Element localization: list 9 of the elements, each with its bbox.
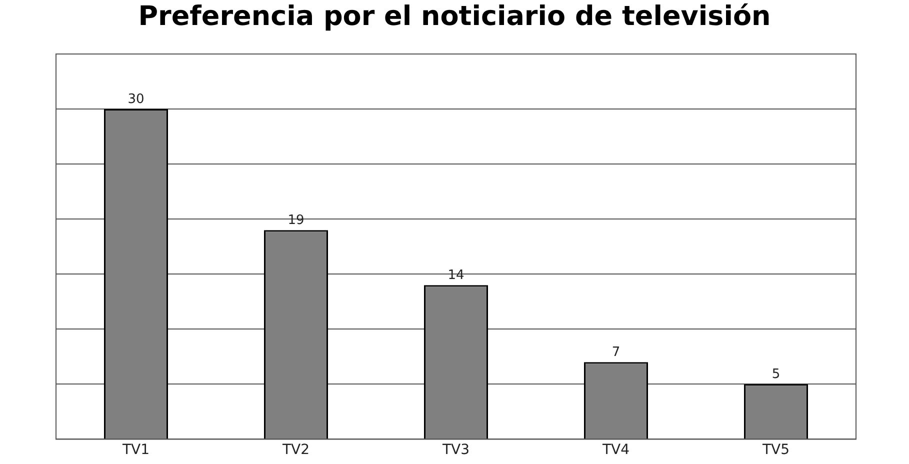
x-tick-label: TV2	[281, 442, 310, 458]
data-label: 5	[772, 367, 780, 382]
chart-title: Preferencia por el noticiario de televisión	[137, 0, 772, 34]
data-label: 30	[128, 92, 144, 107]
x-tick-label: TV1	[121, 442, 150, 458]
x-tick-label: TV5	[761, 442, 790, 458]
x-tick-label: TV4	[601, 442, 630, 458]
data-label: 7	[612, 345, 620, 360]
x-tick-label: TV3	[441, 442, 470, 458]
